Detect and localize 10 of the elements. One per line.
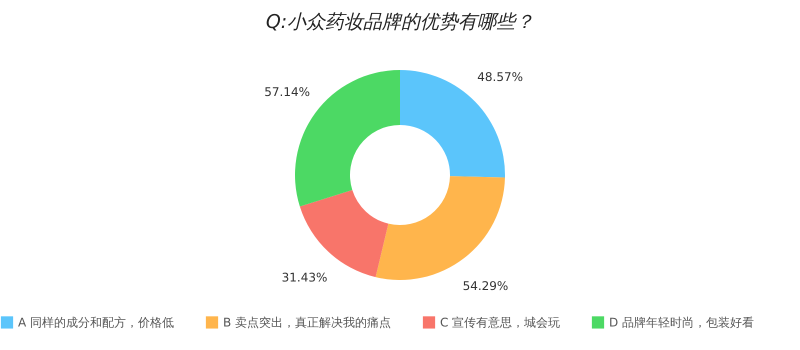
chart-title: Q:小众药妆品牌的优势有哪些？ bbox=[266, 11, 534, 33]
data-label: 48.57% bbox=[477, 70, 524, 84]
data-label: 54.29% bbox=[462, 278, 508, 293]
legend-label: D 品牌年轻时尚，包装好看 bbox=[609, 315, 754, 330]
legend-label: C 宣传有意思，城会玩 bbox=[440, 315, 560, 330]
legend-label: B 卖点突出，真正解决我的痛点 bbox=[223, 315, 392, 330]
donut-slice bbox=[376, 176, 505, 280]
data-label: 31.43% bbox=[282, 270, 328, 284]
data-label: 57.14% bbox=[264, 85, 310, 100]
legend-label: A 同样的成分和配方，价格低 bbox=[18, 315, 174, 330]
